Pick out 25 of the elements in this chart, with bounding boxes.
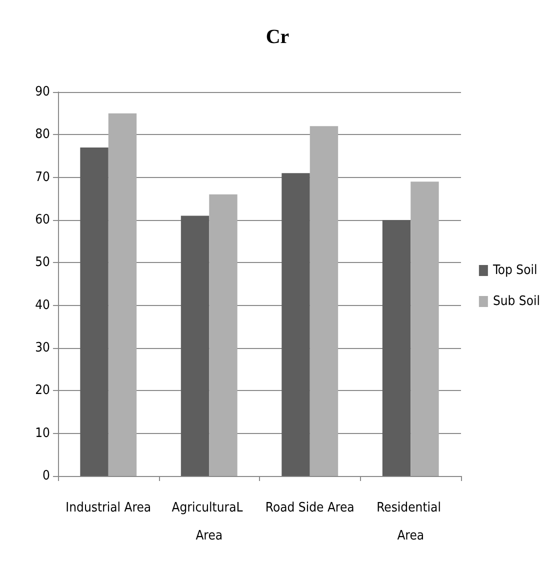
x-tick-label: Road Side Area [265, 500, 354, 516]
bar [209, 194, 238, 476]
legend-label: Sub Soil [492, 294, 540, 309]
y-tick-label: 0 [42, 468, 50, 484]
y-tick-label: 80 [35, 127, 50, 142]
bar [282, 173, 310, 476]
bar [80, 147, 108, 476]
bar [180, 216, 210, 476]
y-tick-label: 10 [35, 426, 50, 441]
x-tick-label: Industrial Area [66, 500, 152, 516]
chart-title: Cr [266, 26, 290, 48]
legend-label: Top Soil [492, 263, 538, 278]
y-tick-label: 50 [35, 255, 50, 270]
y-tick-label: 60 [35, 212, 50, 228]
y-tick-label: 70 [35, 170, 50, 185]
y-tick-label: 20 [35, 383, 50, 398]
y-tick-label: 40 [35, 298, 50, 313]
bar [108, 113, 137, 476]
bar [410, 182, 439, 476]
bar [382, 220, 411, 476]
bar [310, 126, 338, 476]
x-tick-label: Residential Area [376, 500, 445, 544]
y-tick-label: 30 [35, 340, 50, 356]
x-tick-label: AgriculturaL Area [172, 500, 247, 544]
y-tick-label: 90 [35, 84, 50, 100]
